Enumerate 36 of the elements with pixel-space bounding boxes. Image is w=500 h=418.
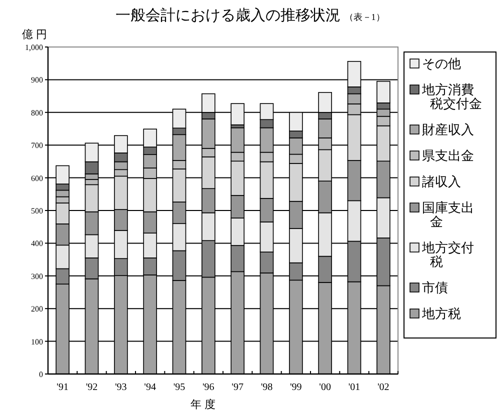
- x-axis-title: 年 度: [190, 398, 216, 411]
- y-tick-label: 100: [31, 337, 43, 346]
- x-tick-label: '93: [115, 382, 127, 393]
- y-tick-label: 600: [31, 174, 43, 183]
- legend-label: 県支出金: [422, 148, 474, 163]
- x-tick-label: '94: [144, 382, 156, 393]
- y-tick-label: 200: [31, 304, 43, 314]
- y-tick-label: 300: [31, 272, 43, 281]
- legend-label: 市債: [422, 280, 448, 295]
- x-tick-label: '02: [378, 382, 390, 393]
- y-tick-label: 0: [39, 370, 43, 379]
- legend-label: 諸収入: [422, 174, 461, 189]
- legend-label: その他: [422, 56, 461, 71]
- x-tick-label: '95: [173, 382, 186, 393]
- x-tick-label: '00: [319, 382, 331, 393]
- x-tick-label: '92: [86, 382, 98, 393]
- x-tick-label: '96: [202, 382, 214, 393]
- legend-label: 地方消費税交付金: [421, 82, 482, 111]
- y-tick-label: 400: [31, 239, 43, 248]
- y-tick-label: 700: [31, 141, 43, 150]
- legend-label: 国庫支出金: [422, 200, 474, 229]
- chart-subtitle: （表－1）: [344, 12, 385, 22]
- x-tick-label: '98: [260, 382, 273, 393]
- x-tick-label: '01: [348, 382, 360, 393]
- y-tick-label: 900: [31, 76, 43, 85]
- legend-label: 地方交付税: [421, 240, 474, 269]
- x-tick-label: '99: [290, 382, 302, 393]
- y-tick-label: 500: [31, 206, 43, 216]
- legend-label: 財産収入: [422, 122, 474, 137]
- y-tick-label: 800: [31, 108, 43, 118]
- chart-title: 一般会計における歳入の推移状況: [115, 8, 340, 24]
- legend-label: 地方税: [421, 306, 461, 321]
- y-axis-title: 億 円: [22, 28, 47, 41]
- x-tick-label: '97: [232, 382, 244, 393]
- y-tick-label: 1,000: [25, 43, 43, 52]
- x-tick-label: '91: [56, 382, 68, 393]
